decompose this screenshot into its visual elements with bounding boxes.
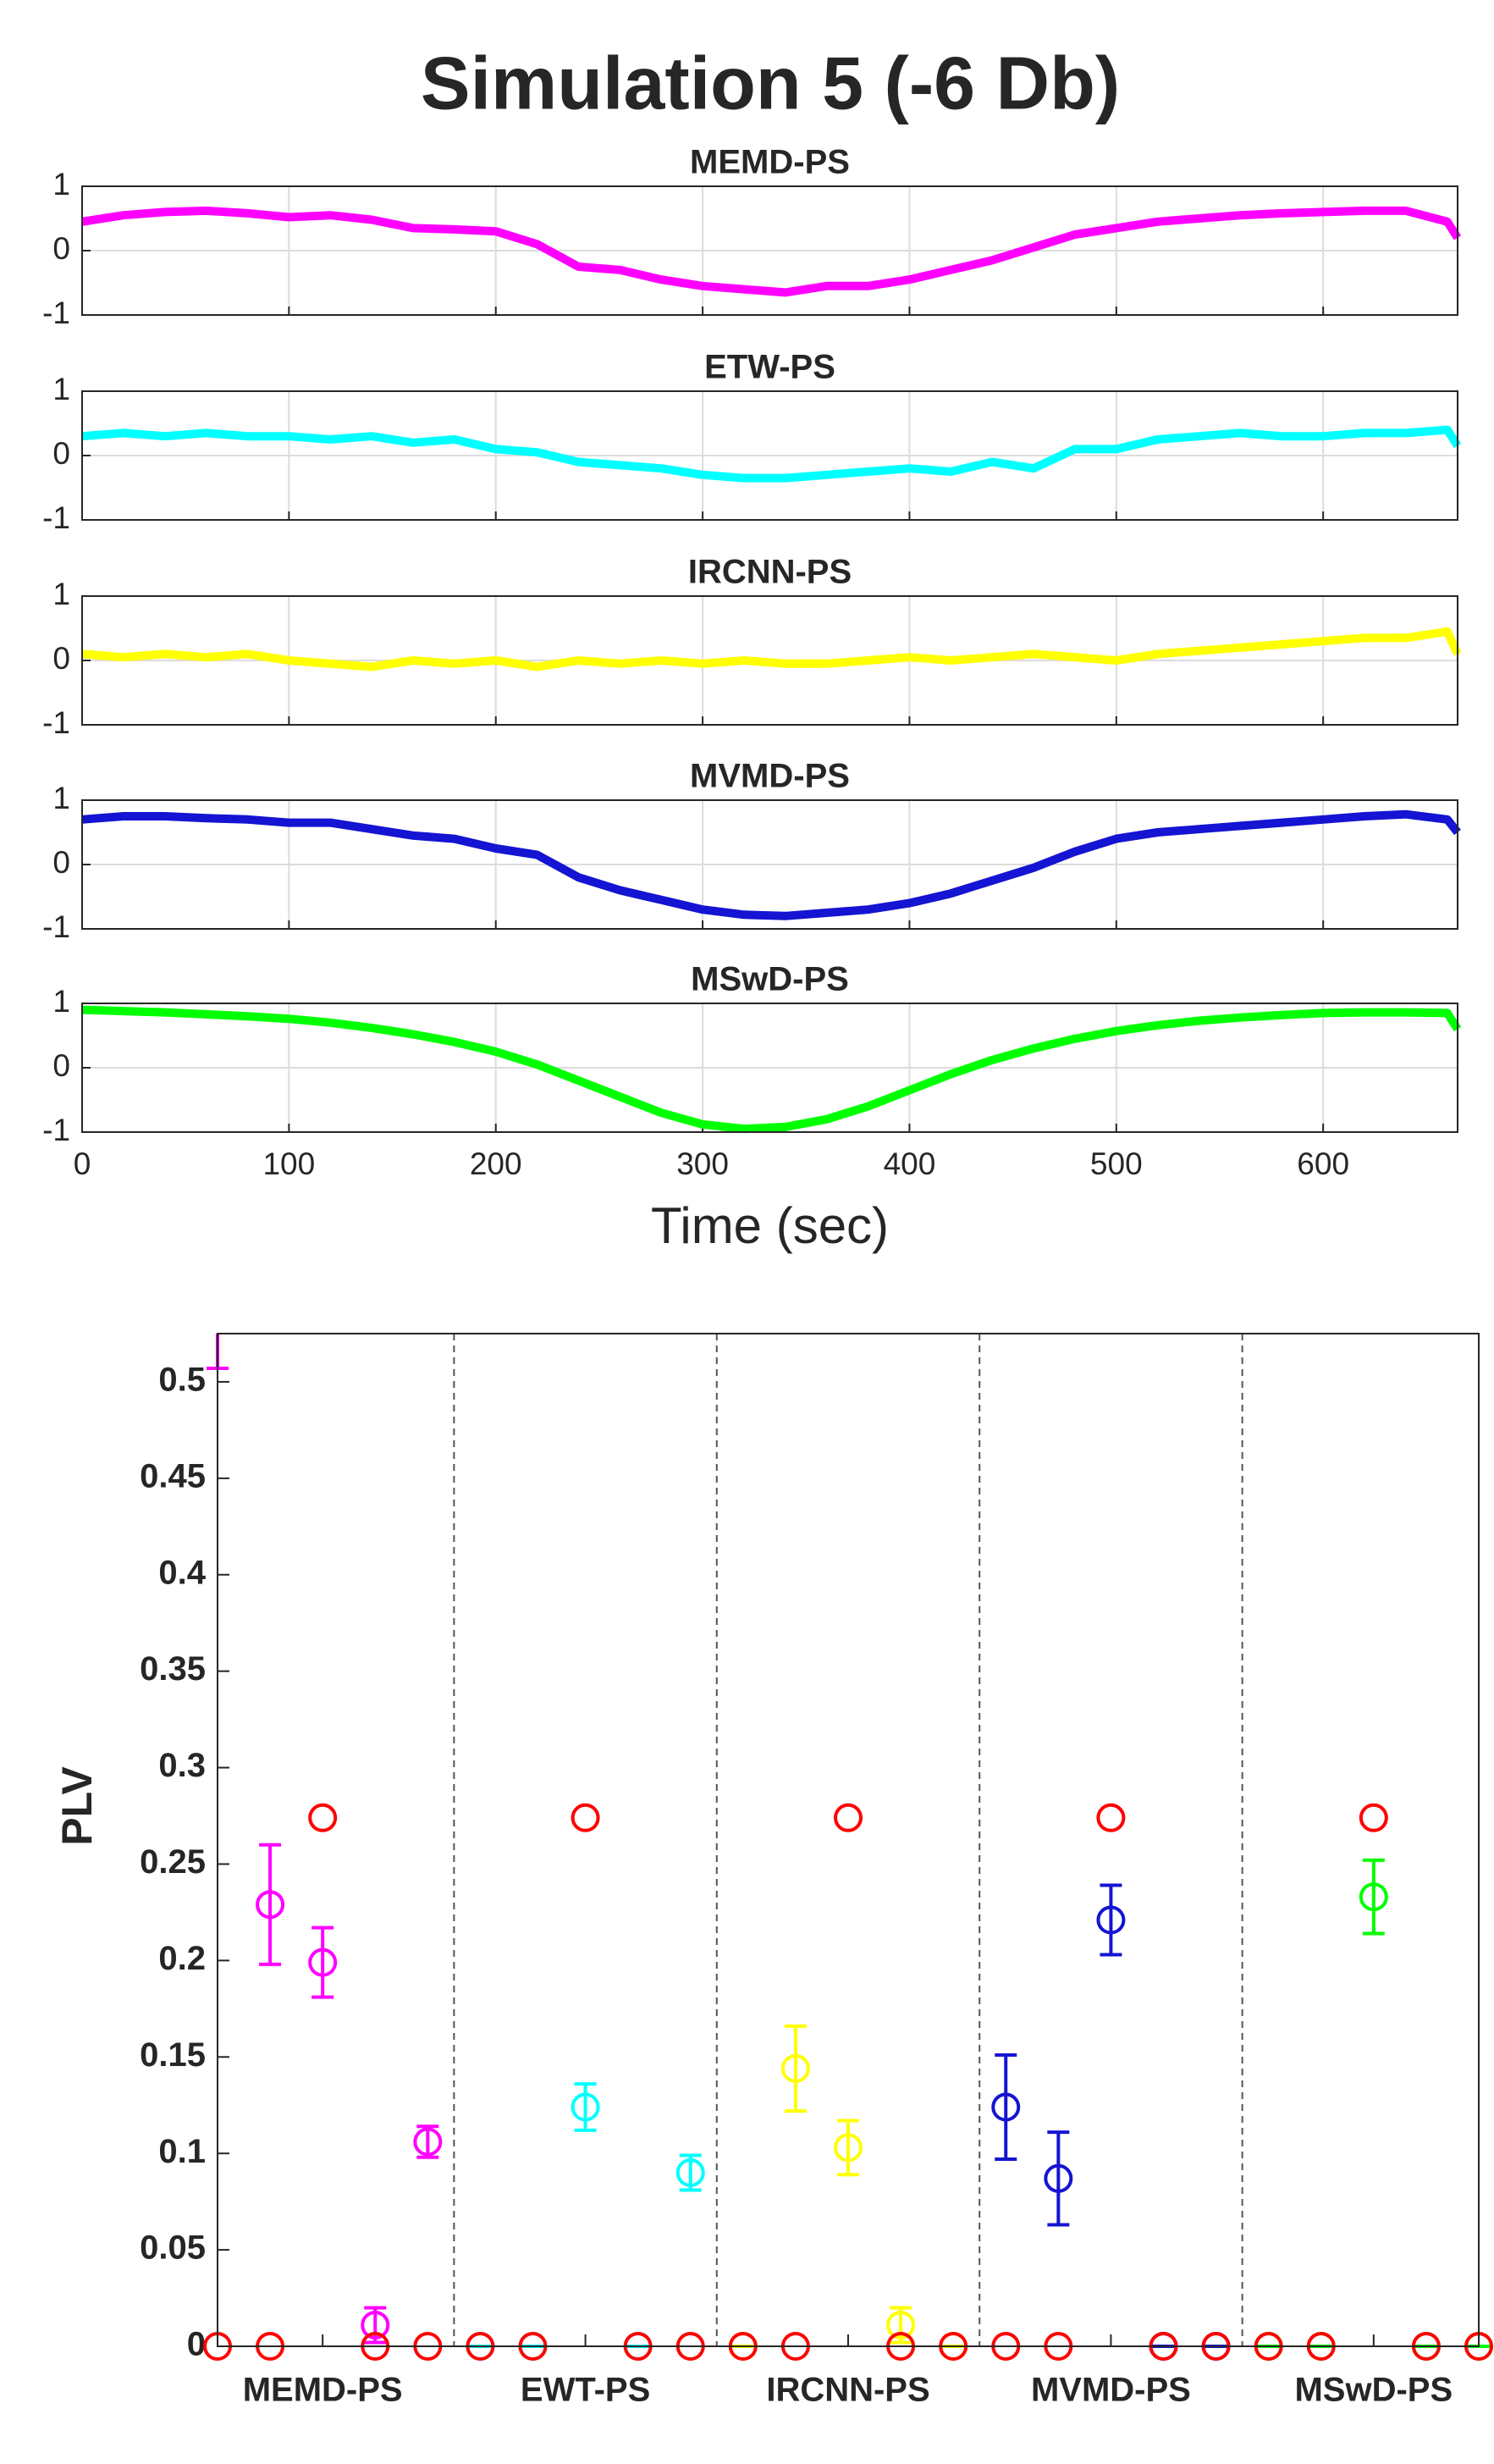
- marker: [834, 1803, 863, 1832]
- x-tick-label: 500: [1090, 1146, 1143, 1181]
- y-tick-label: 1: [52, 577, 70, 611]
- marker: [1096, 1905, 1126, 1935]
- panel-title: IRCNN-PS: [688, 554, 852, 591]
- x-tick-label: EWT-PS: [521, 2372, 650, 2409]
- error-bar: [784, 2024, 807, 2113]
- axes-box: [81, 595, 1458, 726]
- data-line: [81, 425, 1462, 483]
- error-bar: [995, 2053, 1017, 2162]
- panel-title: MVMD-PS: [690, 758, 850, 795]
- data-line: [81, 1005, 1462, 1134]
- error-bar: [259, 1842, 282, 1966]
- y-tick-label: 0.25: [140, 1843, 206, 1881]
- x-tick-label: 300: [676, 1146, 729, 1181]
- axes-box: [217, 1333, 1480, 2347]
- error-bar: [574, 2082, 597, 2132]
- y-tick-label: -1: [42, 909, 70, 944]
- marker: [1359, 1803, 1388, 1832]
- y-tick-label: 0: [52, 1048, 70, 1083]
- figure-title: Simulation 5 (-6 Db): [421, 41, 1120, 124]
- x-axis-label: Time (sec): [651, 1197, 889, 1254]
- y-axis-label: PLV: [53, 1766, 101, 1846]
- x-tick-label: MEMD-PS: [243, 2372, 403, 2409]
- error-bar: [1100, 1883, 1122, 1957]
- x-tick-label: MSwD-PS: [1294, 2372, 1453, 2409]
- x-tick-label: IRCNN-PS: [766, 2372, 929, 2409]
- y-tick-label: 0.05: [140, 2229, 206, 2267]
- y-tick-label: 1: [52, 167, 70, 202]
- x-tick-label: 400: [884, 1146, 936, 1181]
- panel-title: MEMD-PS: [690, 144, 850, 181]
- y-tick-label: 0.45: [140, 1457, 206, 1494]
- axes-box: [81, 390, 1458, 521]
- y-tick-label: 1: [52, 372, 70, 406]
- marker: [571, 1803, 600, 1832]
- y-tick-label: 0.35: [140, 1650, 206, 1688]
- marker: [991, 2092, 1021, 2122]
- marker: [571, 2092, 600, 2122]
- axes-box: [81, 799, 1458, 930]
- y-tick-label: 0.2: [158, 1940, 206, 1977]
- y-tick-label: 0.1: [158, 2133, 206, 2170]
- x-tick-label: 600: [1297, 1146, 1349, 1181]
- marker: [413, 2127, 443, 2157]
- x-tick-label: 200: [470, 1146, 522, 1181]
- y-tick-label: 0: [187, 2326, 206, 2363]
- panel-title: MSwD-PS: [691, 961, 849, 998]
- marker: [1359, 1882, 1388, 1912]
- x-tick-label: 0: [74, 1146, 91, 1181]
- error-bar: [837, 2119, 859, 2177]
- marker: [308, 1803, 338, 1832]
- data-line: [81, 206, 1462, 297]
- y-tick-label: 1: [52, 781, 70, 815]
- panel-title: ETW-PS: [704, 349, 835, 386]
- y-tick-label: 1: [52, 984, 70, 1019]
- y-tick-label: 0: [52, 641, 70, 676]
- axes-box: [81, 1003, 1458, 1133]
- y-tick-label: 0.15: [140, 2036, 206, 2074]
- y-tick-label: -1: [42, 1113, 70, 1147]
- error-bar: [1362, 1858, 1385, 1936]
- y-tick-label: 0.5: [158, 1362, 206, 1399]
- marker: [834, 2133, 863, 2163]
- marker: [256, 1890, 285, 1920]
- data-line: [81, 627, 1462, 671]
- marker: [780, 2053, 810, 2083]
- x-tick-label: 100: [262, 1146, 315, 1181]
- y-tick-label: -1: [42, 705, 70, 740]
- marker: [886, 2310, 916, 2340]
- x-tick-label: MVMD-PS: [1031, 2372, 1191, 2409]
- error-bar: [311, 1925, 334, 1999]
- y-tick-label: 0: [52, 845, 70, 880]
- marker: [205, 1273, 230, 1298]
- y-tick-label: -1: [42, 500, 70, 535]
- plot-area: [203, 1273, 1493, 2361]
- y-tick-label: 0.4: [158, 1554, 206, 1591]
- y-tick-label: 0: [52, 231, 70, 266]
- y-tick-label: 0.3: [158, 1747, 206, 1784]
- marker: [1096, 1803, 1126, 1832]
- error-bar: [1047, 2130, 1070, 2227]
- marker: [675, 2157, 705, 2187]
- error-bar: [416, 2124, 439, 2159]
- marker: [361, 2310, 390, 2340]
- y-tick-label: -1: [42, 296, 70, 330]
- y-tick-label: 0: [52, 436, 70, 471]
- axes-box: [81, 185, 1458, 316]
- marker: [308, 1947, 338, 1977]
- marker: [1044, 2163, 1073, 2193]
- data-line: [81, 809, 1461, 920]
